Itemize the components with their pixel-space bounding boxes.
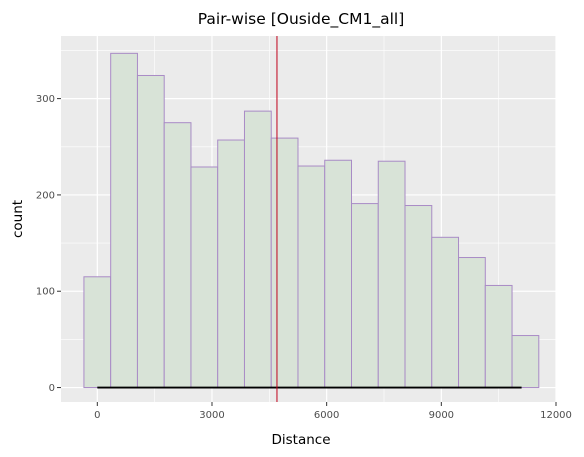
- x-tick-label: 6000: [314, 410, 339, 421]
- histogram-bar: [297, 165, 326, 389]
- y-tick-label: 100: [36, 287, 55, 298]
- histogram-bar: [163, 122, 192, 389]
- histogram-bar: [136, 74, 165, 389]
- x-tick-label: 12000: [540, 410, 572, 421]
- histogram-bar: [83, 276, 112, 389]
- histogram-bar: [190, 166, 219, 389]
- histogram-bar: [243, 110, 272, 389]
- histogram-bar: [324, 159, 353, 389]
- y-tick-label: 0: [49, 383, 55, 394]
- histogram-bar: [217, 139, 245, 389]
- histogram-bar: [511, 335, 540, 389]
- histogram-bar: [404, 205, 433, 389]
- chart-title: Pair-wise [Ouside_CM1_all]: [198, 10, 405, 29]
- y-tick-label: 200: [36, 190, 55, 201]
- x-tick-label: 3000: [199, 410, 224, 421]
- x-axis-ticks: 0 3000 6000 9000 12000: [94, 402, 572, 421]
- histogram-bars: [83, 52, 540, 389]
- histogram-bar: [431, 236, 460, 389]
- x-axis-title: Distance: [271, 432, 330, 448]
- y-tick-label: 300: [36, 94, 55, 105]
- y-axis-ticks: 0 100 200 300: [36, 94, 61, 394]
- x-tick-label: 0: [94, 410, 100, 421]
- histogram-bar: [110, 52, 138, 389]
- histogram-bar: [484, 284, 513, 389]
- histogram-bar: [351, 203, 379, 389]
- histogram-bar: [458, 257, 486, 389]
- y-axis-title: count: [10, 200, 26, 238]
- x-tick-label: 9000: [429, 410, 454, 421]
- histogram-bar: [377, 160, 406, 389]
- histogram-bar: [270, 137, 299, 389]
